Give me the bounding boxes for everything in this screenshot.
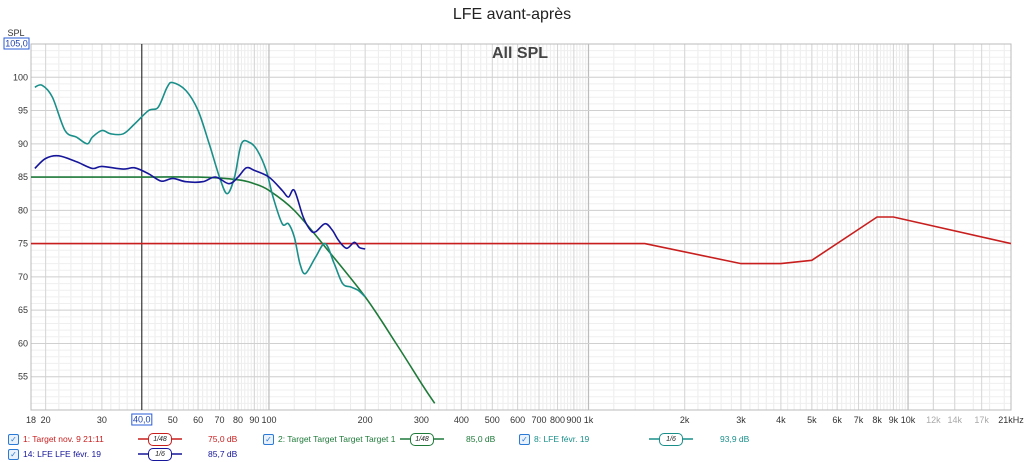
legend-series-name: 2: Target Target Target Target 1 (278, 434, 396, 444)
x-tick-label: 800 (550, 415, 565, 425)
x-tick-label: 4k (776, 415, 786, 425)
x-tick-label: 60 (193, 415, 203, 425)
y-tick-label: 85 (18, 172, 28, 182)
x-tick-label: 9k (889, 415, 899, 425)
series-line-2[interactable] (31, 176, 436, 404)
y-axis-label: SPL (7, 28, 24, 38)
legend-checkbox[interactable]: ✓ (8, 448, 19, 460)
legend-item[interactable]: ✓ 2: Target Target Target Target 1 (263, 432, 396, 446)
legend-checkbox[interactable]: ✓ (519, 433, 530, 445)
y-tick-label: 80 (18, 205, 28, 215)
y-tick-label: 55 (18, 372, 28, 382)
x-tick-label: 17k (974, 415, 989, 425)
y-tick-label: 95 (18, 106, 28, 116)
x-tick-label: 18 (26, 415, 36, 425)
legend-series-name: 1: Target nov. 9 21:11 (23, 434, 104, 444)
x-tick-label: 20 (41, 415, 51, 425)
x-tick-label: 5k (807, 415, 817, 425)
x-tick-label: 3k (736, 415, 746, 425)
plot-border (30, 43, 1012, 411)
legend: ✓ 1: Target nov. 9 21:11 1/48 75,0 dB ✓ 2: Ta… (0, 430, 1024, 462)
legend-checkbox[interactable]: ✓ (263, 433, 274, 445)
x-tick-label: 1k (584, 415, 594, 425)
legend-smoothing-badge[interactable]: 1/6 (148, 448, 172, 461)
legend-smoothing-badge[interactable]: 1/48 (148, 433, 172, 446)
legend-value: 75,0 dB (208, 434, 238, 444)
legend-value: 85,7 dB (208, 449, 238, 459)
x-tick-label: 10k (901, 415, 916, 425)
y-tick-label: 100 (13, 72, 28, 82)
x-tick-label: 700 (531, 415, 546, 425)
y-cursor-box (3, 37, 30, 50)
x-tick-label: 6k (832, 415, 842, 425)
x-tick-label: 8k (872, 415, 882, 425)
x-cursor-value: 40,0 (133, 415, 151, 425)
series-line-1[interactable] (31, 216, 1011, 265)
x-cursor-box (131, 413, 153, 426)
y-tick-label: 65 (18, 305, 28, 315)
series-line-3[interactable] (34, 81, 366, 298)
x-tick-label: 100 (261, 415, 276, 425)
x-tick-label: 70 (214, 415, 224, 425)
x-tick-label: 80 (233, 415, 243, 425)
x-tick-label: 900 (566, 415, 581, 425)
x-tick-label: 30 (97, 415, 107, 425)
x-tick-label: 500 (485, 415, 500, 425)
x-tick-label: 21kHz (998, 415, 1024, 425)
legend-value: 85,0 dB (466, 434, 496, 444)
y-tick-label: 60 (18, 338, 28, 348)
legend-item[interactable]: ✓ 8: LFE févr. 19 (519, 432, 589, 446)
x-tick-label: 600 (510, 415, 525, 425)
y-tick-label: 90 (18, 139, 28, 149)
y-tick-label: 75 (18, 239, 28, 249)
y-cursor-value: 105,0 (5, 39, 28, 49)
legend-series-name: 8: LFE févr. 19 (534, 434, 590, 444)
series-line-4[interactable] (34, 154, 366, 250)
x-tick-label: 300 (414, 415, 429, 425)
legend-item[interactable]: ✓ 14: LFE LFE févr. 19 (8, 447, 101, 461)
x-tick-label: 50 (168, 415, 178, 425)
legend-series-name: 14: LFE LFE févr. 19 (23, 449, 101, 459)
x-tick-label: 2k (680, 415, 690, 425)
x-tick-label: 14k (947, 415, 962, 425)
x-tick-label: 12k (926, 415, 941, 425)
x-tick-label: 90 (249, 415, 259, 425)
legend-item[interactable]: ✓ 1: Target nov. 9 21:11 (8, 432, 104, 446)
legend-smoothing-badge[interactable]: 1/48 (410, 433, 434, 446)
y-tick-label: 70 (18, 272, 28, 282)
legend-checkbox[interactable]: ✓ (8, 433, 19, 445)
overlay-label: All SPL (492, 45, 549, 62)
chart-title: LFE avant-après (452, 6, 572, 23)
legend-smoothing-badge[interactable]: 1/6 (659, 433, 683, 446)
legend-value: 93,9 dB (720, 434, 750, 444)
x-tick-label: 400 (454, 415, 469, 425)
x-tick-label: 200 (358, 415, 373, 425)
x-tick-label: 7k (854, 415, 864, 425)
